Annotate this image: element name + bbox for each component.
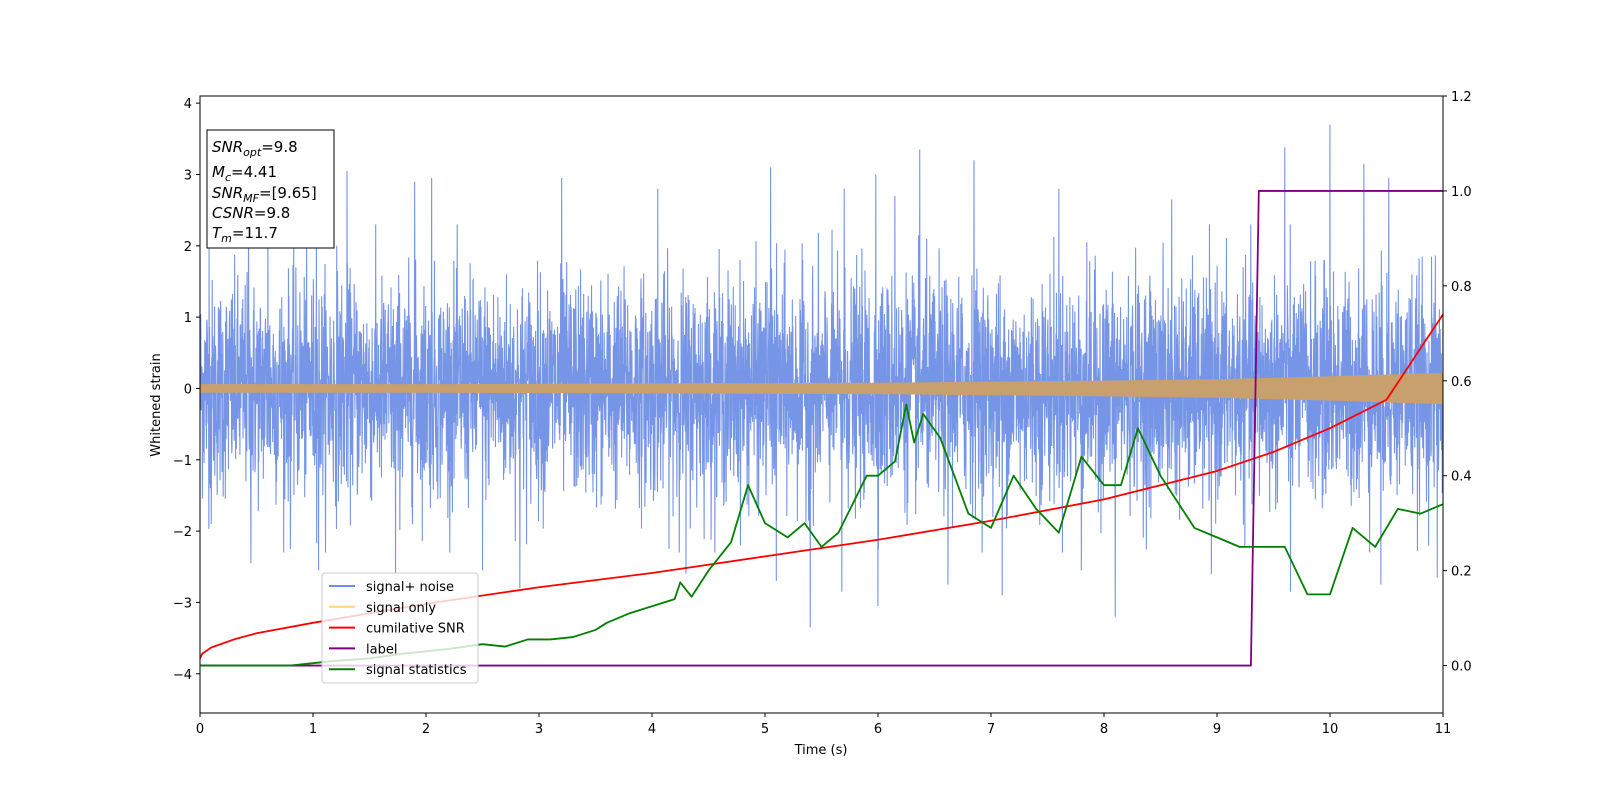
x-tick-label: 7 [987, 722, 995, 737]
x-tick-label: 2 [422, 722, 430, 737]
info-box-frame [206, 129, 335, 249]
x-tick-label: 3 [535, 722, 543, 737]
plot-frame [199, 95, 1444, 714]
legend-label: signal+ noise [366, 580, 454, 595]
legend-label: cumilative SNR [366, 622, 465, 637]
x-tick-label: 8 [1100, 722, 1108, 737]
y-tick-label: −1 [173, 454, 192, 469]
y-tick-label: −4 [173, 668, 192, 683]
y-tick-label: 3 [184, 168, 192, 183]
legend-entries: signal+ noise signal only cumilative SNR la… [329, 580, 467, 678]
y2-tick-label: 0.0 [1451, 660, 1472, 675]
y-tick-label: 0 [184, 382, 192, 397]
legend-frame [321, 572, 479, 684]
x-tick-label: 10 [1322, 722, 1339, 737]
x-tick-label: 9 [1213, 722, 1221, 737]
info-csnr: CSNR=9.8 [212, 204, 290, 222]
series-layer [200, 124, 1443, 667]
series-cumulative-snr [200, 313, 1443, 659]
x-tick-label: 11 [1435, 722, 1452, 737]
y2-tick-label: 0.8 [1451, 280, 1472, 295]
y-axis-right: 1.2 1.0 0.8 0.6 0.4 0.2 0.0 [1443, 90, 1472, 675]
y-tick-label: 4 [184, 97, 192, 112]
series-signal-statistics [200, 403, 1443, 667]
info-box: SNRopt=9.8 Mc=4.41 SNRMF=[9.65] CSNR=9.8… [206, 129, 335, 249]
x-tick-label: 4 [648, 722, 656, 737]
x-tick-label: 6 [874, 722, 882, 737]
series-signal-only [200, 372, 1443, 405]
y-tick-label: 1 [184, 311, 192, 326]
y-axis-label: Whitened strain [149, 353, 164, 456]
y-tick-label: −3 [173, 596, 192, 611]
info-snr-opt: SNRopt=9.8 [212, 138, 298, 159]
x-axis: 0 1 2 3 4 5 6 7 8 9 10 11 [196, 713, 1451, 737]
y2-tick-label: 1.2 [1451, 90, 1472, 105]
legend-label: label [366, 642, 397, 657]
info-snr-mf: SNRMF=[9.65] [212, 184, 317, 205]
x-tick-label: 0 [196, 722, 204, 737]
info-mc: Mc=4.41 [212, 163, 277, 184]
y-tick-label: 2 [184, 240, 192, 255]
y-tick-label: −2 [173, 525, 192, 540]
y2-tick-label: 0.2 [1451, 565, 1472, 580]
legend: signal+ noise signal only cumilative SNR la… [321, 572, 479, 684]
legend-label: signal only [366, 601, 436, 616]
y2-tick-label: 0.6 [1451, 375, 1472, 390]
x-tick-label: 5 [761, 722, 769, 737]
x-tick-label: 1 [309, 722, 317, 737]
y2-tick-label: 1.0 [1451, 185, 1472, 200]
y2-tick-label: 0.4 [1451, 470, 1472, 485]
legend-label: signal statistics [366, 663, 467, 678]
x-axis-label: Time (s) [794, 743, 848, 758]
y-axis-left: 4 3 2 1 0 −1 −2 −3 −4 [173, 97, 200, 683]
series-label [200, 190, 1443, 667]
info-tm: Tm=11.7 [212, 224, 278, 245]
